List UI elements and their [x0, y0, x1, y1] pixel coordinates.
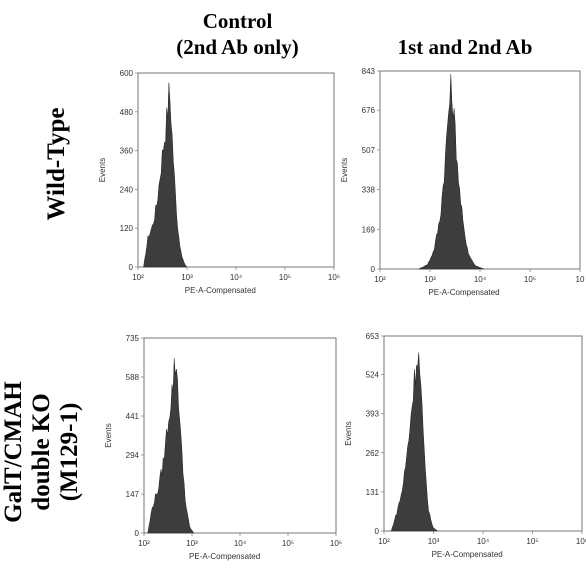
y-tick-label: 0: [371, 265, 376, 274]
y-tick-label: 600: [120, 69, 134, 78]
y-tick-label: 0: [375, 527, 380, 536]
y-tick-label: 0: [135, 529, 140, 538]
y-axis-label: Events: [98, 158, 107, 182]
x-tick-label: 10²: [138, 539, 150, 548]
x-tick-label: 10⁴: [234, 539, 247, 548]
x-tick-label: 10⁴: [474, 275, 487, 284]
histogram-area: [390, 352, 439, 532]
y-tick-label: 169: [362, 225, 376, 234]
y-tick-label: 262: [366, 449, 380, 458]
histogram-area: [418, 74, 485, 270]
control-title-line-1: Control: [202, 9, 273, 33]
x-tick-label: 10⁶: [330, 539, 342, 548]
x-tick-label: 10³: [181, 273, 193, 282]
x-tick-label: 10⁶: [328, 273, 340, 282]
y-tick-label: 653: [366, 332, 380, 341]
x-tick-label: 10⁵: [526, 537, 538, 546]
y-tick-label: 240: [120, 185, 134, 194]
y-tick-label: 131: [366, 488, 380, 497]
y-tick-label: 676: [362, 106, 376, 115]
x-axis-label: PE-A-Compensated: [189, 552, 260, 561]
control-title-line-2: (2nd Ab only): [176, 35, 299, 59]
x-tick-label: 10⁴: [477, 537, 490, 546]
control-column-title: Control (2nd Ab only): [150, 8, 325, 60]
x-tick-label: 10³: [186, 539, 198, 548]
x-axis-label: PE-A-Compensated: [185, 286, 256, 295]
x-tick-label: 10²: [378, 537, 390, 546]
y-tick-label: 588: [126, 373, 140, 382]
x-tick-label: 10⁴: [230, 273, 243, 282]
y-tick-label: 441: [126, 412, 140, 421]
x-tick-label: 10²: [132, 273, 144, 282]
y-axis-label: Events: [344, 421, 353, 445]
y-axis-label: Events: [340, 158, 349, 182]
y-tick-label: 360: [120, 147, 134, 156]
histogram-area: [147, 358, 195, 534]
y-tick-label: 338: [362, 186, 376, 195]
x-tick-label: 10³: [424, 275, 436, 284]
y-axis-label: Events: [104, 423, 113, 447]
y-tick-label: 393: [366, 410, 380, 419]
x-tick-label: 10³: [428, 537, 440, 546]
y-tick-label: 0: [129, 263, 134, 272]
y-tick-label: 524: [366, 371, 380, 380]
y-tick-label: 480: [120, 108, 134, 117]
x-axis-label: PE-A-Compensated: [432, 550, 503, 559]
y-tick-label: 735: [126, 334, 140, 343]
x-tick-label: 10²: [374, 275, 386, 284]
y-tick-label: 294: [126, 451, 140, 460]
x-tick-label: 10⁵: [282, 539, 294, 548]
x-tick-label: 10⁶: [576, 537, 586, 546]
y-tick-label: 147: [126, 490, 140, 499]
histogram-area: [143, 82, 188, 268]
x-tick-label: 10⁵: [279, 273, 291, 282]
y-tick-label: 507: [362, 146, 376, 155]
test-column-title: 1st and 2nd Ab: [397, 35, 533, 59]
x-tick-label: 10⁵: [524, 275, 536, 284]
x-axis-label: PE-A-Compensated: [428, 288, 499, 297]
x-tick-label: 10: [576, 275, 585, 284]
y-tick-label: 843: [362, 67, 376, 76]
y-tick-label: 120: [120, 224, 134, 233]
